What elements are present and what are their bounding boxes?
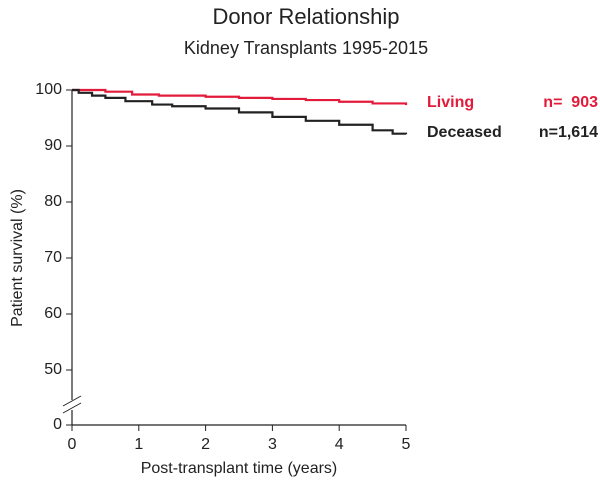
legend-count: n=1,614 [539,124,598,141]
chart-subtitle: Kidney Transplants 1995-2015 [184,38,428,58]
x-tick-label: 3 [268,436,277,453]
y-tick-label: 80 [44,193,62,210]
x-tick-label: 0 [68,436,77,453]
y-tick-label: 100 [35,81,62,98]
x-tick-label: 1 [134,436,143,453]
survival-curve [72,88,408,135]
survival-curve [72,88,408,106]
x-axis-label: Post-transplant time (years) [141,460,338,477]
x-tick-label: 2 [201,436,210,453]
y-tick-label: 60 [44,305,62,322]
y-axis-label: Patient survival (%) [9,189,26,327]
x-tick-label: 4 [335,436,344,453]
axis-break-gap [64,400,80,410]
axis-break [62,402,82,414]
y-tick-label: 90 [44,137,62,154]
axis-break [62,395,82,407]
y-tick-label: 50 [44,361,62,378]
chart-title: Donor Relationship [212,4,399,29]
legend-name: Living [427,94,474,111]
x-tick-label: 5 [402,436,411,453]
y-tick-label: 70 [44,249,62,266]
legend-name: Deceased [427,124,502,141]
legend-count: n= 903 [543,94,598,111]
y-tick-label: 0 [53,416,62,433]
